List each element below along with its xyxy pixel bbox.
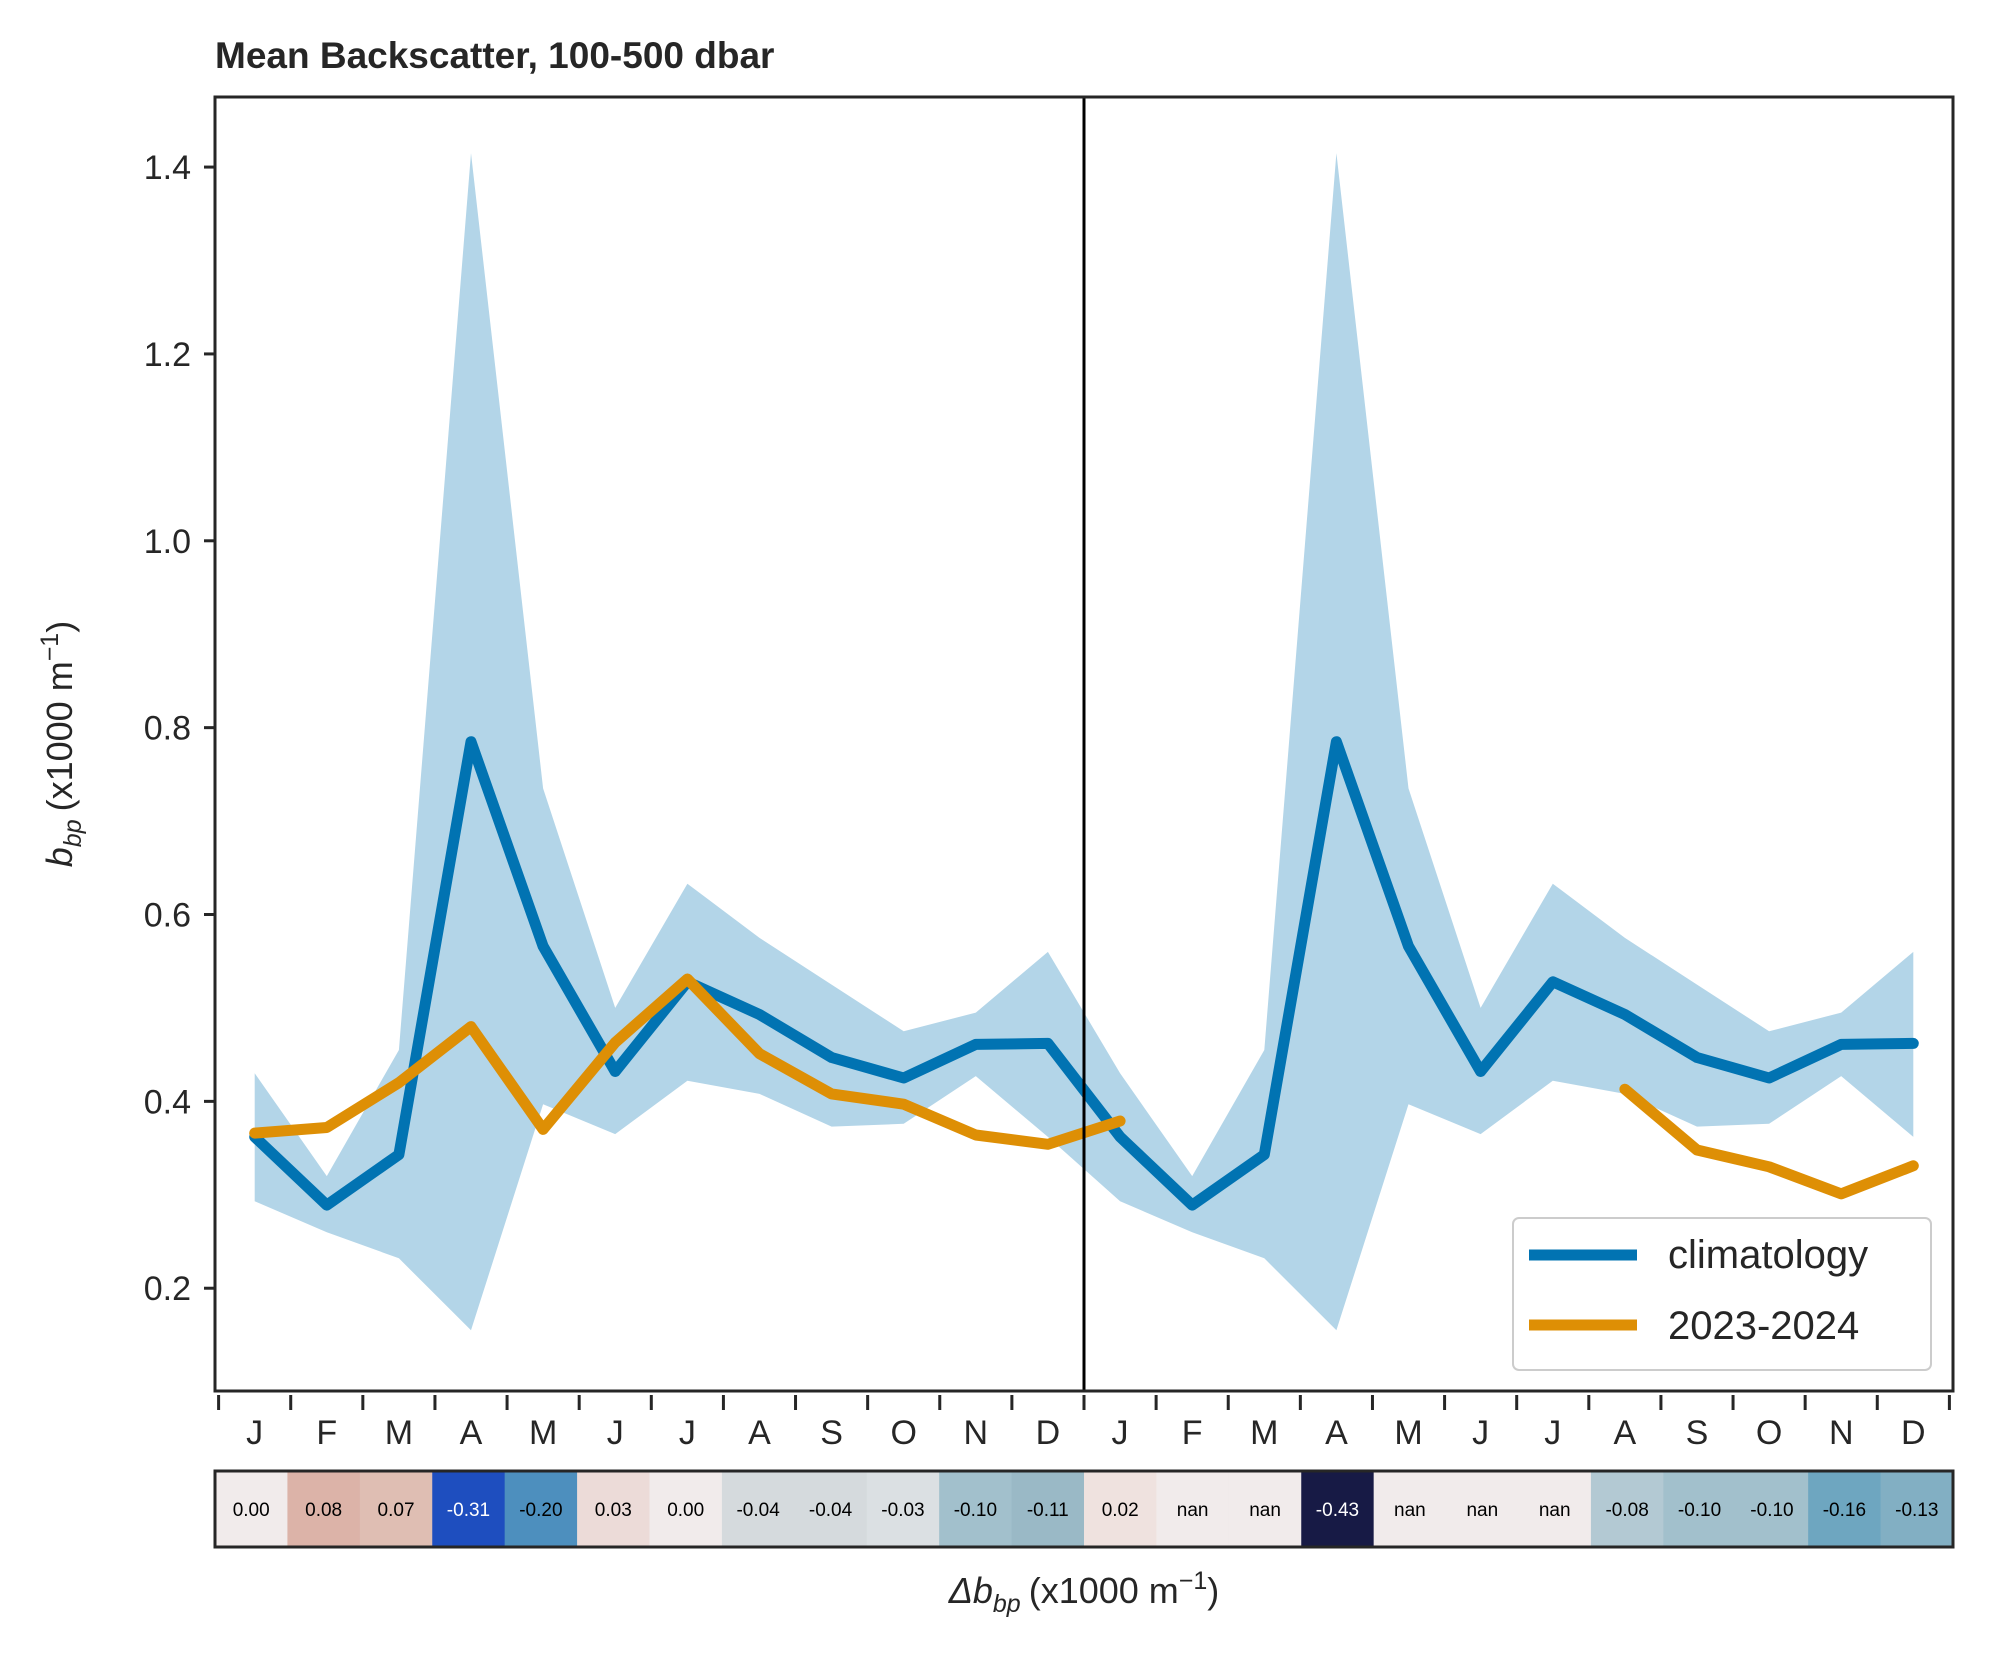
plot-frame <box>213 95 1955 1393</box>
month-label: O <box>890 1414 916 1452</box>
colorbar-frame <box>213 1469 1955 1549</box>
month-label: M <box>385 1414 413 1452</box>
anomaly-cell-label: 0.08 <box>305 1500 342 1521</box>
month-label: A <box>460 1414 483 1452</box>
anomaly-cell-label: -0.04 <box>809 1500 853 1521</box>
anomaly-cell-label: -0.16 <box>1823 1500 1866 1521</box>
month-label: S <box>820 1414 843 1452</box>
anomaly-cell-label: nan <box>1539 1500 1571 1521</box>
observed-line-segment-2 <box>1619 1083 1919 1200</box>
anomaly-cell-label: nan <box>1249 1500 1281 1521</box>
month-label: J <box>1112 1414 1129 1452</box>
anomaly-cell-label: 0.03 <box>595 1500 632 1521</box>
observed-series <box>249 973 1919 1200</box>
month-label: J <box>679 1414 696 1452</box>
month-label: J <box>1544 1414 1561 1452</box>
anomaly-cell-label: 0.00 <box>667 1500 704 1521</box>
month-label: J <box>607 1414 624 1452</box>
month-label: F <box>316 1414 337 1452</box>
month-label: D <box>1036 1414 1061 1452</box>
month-label: M <box>1394 1414 1422 1452</box>
plot-area <box>213 95 1955 1393</box>
anomaly-cell <box>1880 1471 1954 1547</box>
anomaly-cell <box>287 1471 361 1547</box>
anomaly-cell-label: -0.43 <box>1316 1500 1359 1521</box>
anomaly-cell-label: 0.02 <box>1102 1500 1139 1521</box>
y-tick-label: 0.6 <box>144 897 191 935</box>
anomaly-cell <box>504 1471 578 1547</box>
month-label: A <box>1325 1414 1348 1452</box>
anomaly-cell <box>1518 1471 1592 1547</box>
observed-line-segment-1 <box>249 973 1126 1150</box>
anomaly-cell <box>1011 1471 1085 1547</box>
month-label: M <box>529 1414 557 1452</box>
anomaly-cell <box>794 1471 868 1547</box>
y-tick-label: 1.4 <box>144 149 191 187</box>
anomaly-cell-label: -0.13 <box>1895 1500 1938 1521</box>
anomaly-cell-label: 0.00 <box>233 1500 270 1521</box>
month-label: N <box>1829 1414 1854 1452</box>
anomaly-cell <box>1228 1471 1302 1547</box>
legend: climatology 2023-2024 <box>1512 1217 1932 1371</box>
anomaly-cell <box>939 1471 1013 1547</box>
y-tick-label: 0.8 <box>144 710 191 748</box>
y-tick-label: 1.2 <box>144 336 191 374</box>
anomaly-cell <box>1808 1471 1882 1547</box>
anomaly-cell-label: -0.04 <box>736 1500 780 1521</box>
y-axis-label: bbp(x1000 m−1) <box>36 621 87 867</box>
anomaly-cell <box>1084 1471 1157 1547</box>
anomaly-cell-label: -0.10 <box>1750 1500 1793 1521</box>
month-label: F <box>1182 1414 1203 1452</box>
month-label: J <box>246 1414 263 1452</box>
month-label: M <box>1250 1414 1278 1452</box>
anomaly-cell <box>1156 1471 1230 1547</box>
anomaly-cell <box>577 1471 650 1547</box>
anomaly-cell <box>1590 1471 1664 1547</box>
anomaly-cell <box>1373 1471 1447 1547</box>
month-label: O <box>1756 1414 1782 1452</box>
colorbar-label: Δbbp (x1000 m−1) <box>948 1567 1220 1618</box>
anomaly-cell-label: -0.11 <box>1027 1500 1069 1521</box>
y-axis: 0.2 0.4 0.6 0.8 1.0 1.2 1.4 <box>144 149 215 1308</box>
anomaly-cell <box>1446 1471 1519 1547</box>
month-label: D <box>1901 1414 1926 1452</box>
month-label: N <box>964 1414 989 1452</box>
anomaly-cell-label: -0.03 <box>881 1500 924 1521</box>
y-tick-label: 0.2 <box>144 1270 191 1308</box>
legend-label-2023-2024: 2023-2024 <box>1668 1304 1859 1348</box>
anomaly-cell-label: 0.07 <box>378 1500 415 1521</box>
month-label: A <box>748 1414 771 1452</box>
chart-title: Mean Backscatter, 100-500 dbar <box>215 35 774 76</box>
anomaly-cell-label: -0.31 <box>447 1500 490 1521</box>
anomaly-cell <box>866 1471 940 1547</box>
anomaly-cell-label: nan <box>1177 1500 1209 1521</box>
anomaly-cell <box>359 1471 433 1547</box>
y-tick-label: 0.4 <box>144 1083 191 1121</box>
month-label: A <box>1614 1414 1637 1452</box>
anomaly-cell <box>1663 1471 1737 1547</box>
anomaly-cell-label: nan <box>1394 1500 1426 1521</box>
anomaly-cell <box>649 1471 723 1547</box>
anomaly-cell-label: -0.10 <box>954 1500 997 1521</box>
anomaly-cell <box>721 1471 795 1547</box>
anomaly-cell-label: nan <box>1466 1500 1498 1521</box>
y-tick-label: 1.0 <box>144 523 191 561</box>
anomaly-cell <box>1301 1471 1375 1547</box>
anomaly-colorbar: 0.00 0.08 0.07 -0.31 -0.20 0.03 0.00 -0.04 -0.04… <box>213 1469 1955 1549</box>
anomaly-cell-label: -0.20 <box>519 1500 562 1521</box>
anomaly-cell <box>215 1471 288 1547</box>
legend-label-climatology: climatology <box>1668 1233 1868 1277</box>
month-label: J <box>1472 1414 1489 1452</box>
anomaly-cell-label: -0.10 <box>1678 1500 1721 1521</box>
month-label: S <box>1686 1414 1709 1452</box>
anomaly-cell <box>1735 1471 1809 1547</box>
anomaly-cell-label: -0.08 <box>1605 1500 1648 1521</box>
climatology-range-band <box>254 153 1914 1331</box>
anomaly-cell <box>432 1471 506 1547</box>
